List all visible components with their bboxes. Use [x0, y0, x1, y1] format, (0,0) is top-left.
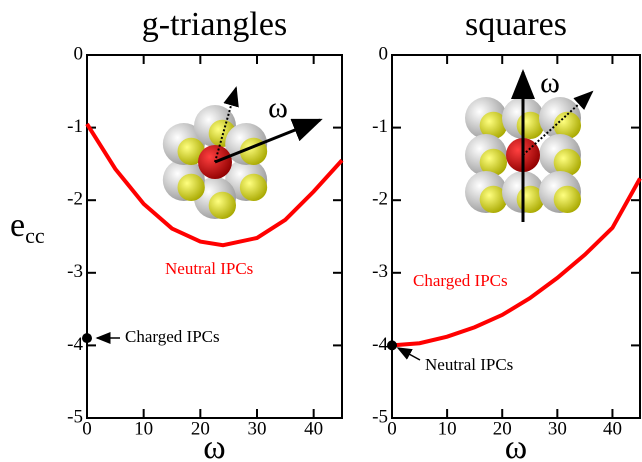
annotation-arrow — [398, 348, 420, 360]
annotation: Charged IPCs — [125, 327, 220, 346]
x-tick-label: 10 — [438, 418, 457, 439]
y-tick-label: -2 — [372, 189, 388, 210]
x-tick-label: 30 — [548, 418, 567, 439]
particle-part — [240, 174, 267, 201]
y-axis-label-main: e — [10, 207, 25, 244]
x-tick-label: 40 — [304, 418, 323, 439]
data-point — [82, 333, 92, 343]
x-tick-label: 40 — [603, 418, 622, 439]
particle-part — [178, 174, 205, 201]
y-tick-label: -1 — [67, 116, 83, 137]
y-tick-label: 0 — [74, 43, 84, 64]
y-tick-label: -2 — [67, 189, 83, 210]
inset-label: ω — [540, 66, 560, 99]
annotation: Charged IPCs — [413, 271, 508, 290]
y-tick-label: -4 — [67, 334, 83, 355]
x-tick-label: 30 — [248, 418, 267, 439]
annotation: Neutral IPCs — [165, 259, 253, 278]
x-tick-label: 0 — [387, 418, 397, 439]
y-tick-label: -3 — [67, 261, 83, 282]
chart: g-triangles ω ecc ω 0 10 20 30 40 0 -1 -2 -3 -4 -5 Neut… — [0, 0, 642, 462]
y-tick-label: 0 — [379, 43, 389, 64]
y-tick-label: -3 — [372, 261, 388, 282]
annotation: Neutral IPCs — [425, 355, 513, 374]
chart-title: squares — [465, 6, 567, 43]
particle-part — [554, 186, 581, 213]
data-point — [387, 340, 397, 350]
particle-part — [209, 192, 236, 219]
x-tick-label: 20 — [191, 418, 210, 439]
y-axis-label: ecc — [10, 207, 45, 248]
y-axis-label-sub: cc — [25, 223, 45, 248]
y-tick-label: -5 — [372, 406, 388, 427]
x-tick-label: 20 — [493, 418, 512, 439]
x-tick-label: 0 — [82, 418, 92, 439]
x-tick-label: 10 — [134, 418, 153, 439]
y-tick-label: -1 — [372, 116, 388, 137]
inset-label: ω — [268, 91, 288, 124]
y-tick-label: -5 — [67, 406, 83, 427]
chart-title: g-triangles — [142, 6, 287, 43]
y-tick-label: -4 — [372, 334, 388, 355]
